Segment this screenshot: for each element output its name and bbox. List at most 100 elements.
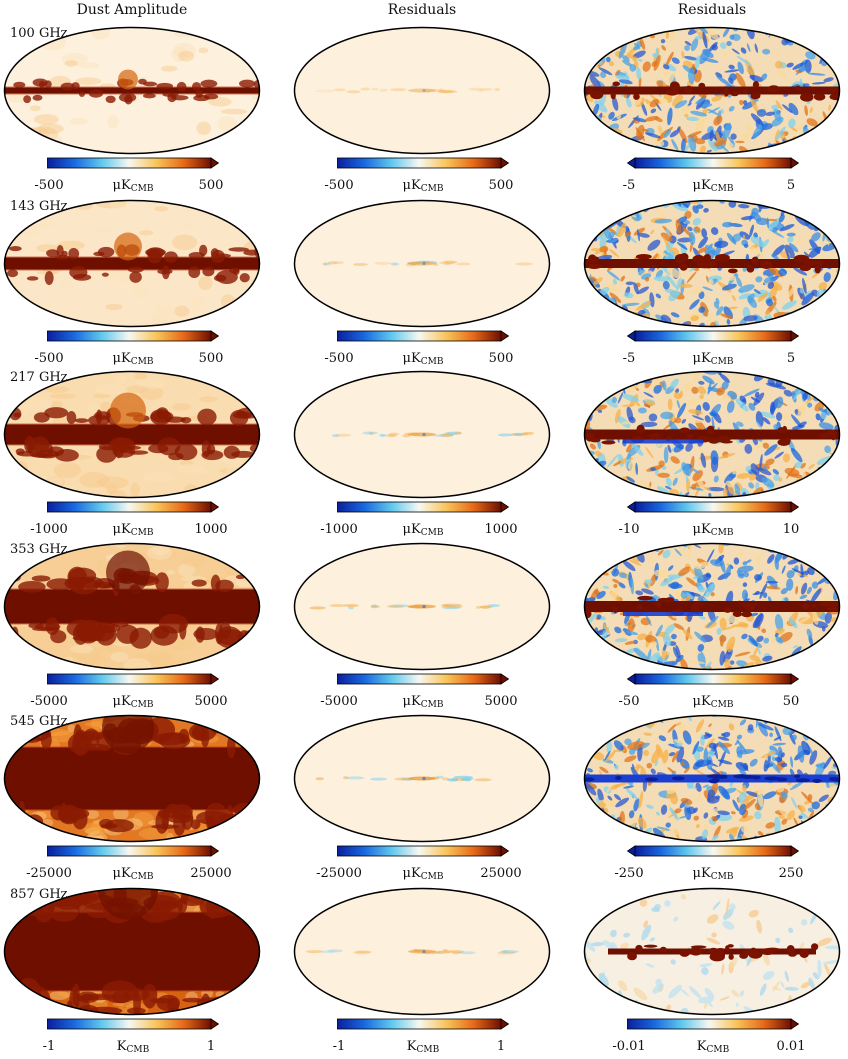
colorbar-unit-label: μKCMB (113, 177, 154, 198)
unit-subscript: CMB (130, 357, 154, 367)
colorbar-max-label: 500 (198, 178, 224, 193)
sky-map-row1-col2 (293, 26, 551, 155)
colorbar-unit-label: μKCMB (403, 350, 444, 371)
colorbar-min-label: -500 (324, 178, 354, 193)
sky-map-row6-col1 (3, 887, 261, 1016)
column-header-1: Dust Amplitude (76, 2, 188, 18)
colorbar-min-label: -5000 (320, 694, 358, 709)
sky-map-row4-col1 (3, 542, 261, 671)
colorbar-unit-label: KCMB (117, 1038, 149, 1059)
colorbar-row1-col3 (627, 157, 799, 169)
colorbar-max-label: 25000 (190, 866, 232, 881)
colorbar-min-label: -500 (34, 351, 64, 366)
colorbar-row6-col3 (627, 1018, 799, 1030)
unit-subscript: CMB (130, 700, 154, 710)
colorbar-unit-label: μKCMB (403, 865, 444, 886)
unit-symbol: μK (112, 178, 131, 193)
sky-map-row6-col2 (293, 887, 551, 1016)
colorbar-min-label: -25000 (26, 866, 72, 881)
colorbar-min-label: -500 (324, 351, 354, 366)
sky-map-row3-col2 (293, 370, 551, 499)
unit-subscript: CMB (130, 872, 154, 882)
unit-subscript: CMB (420, 872, 444, 882)
colorbar-row6-col2 (337, 1018, 509, 1030)
unit-subscript: CMB (710, 184, 734, 194)
unit-subscript: CMB (420, 528, 444, 538)
colorbar-max-label: 1 (496, 1039, 506, 1054)
colorbar-row5-col3 (627, 845, 799, 857)
colorbar-row3-col2 (337, 501, 509, 513)
colorbar-min-label: -5000 (30, 694, 68, 709)
colorbar-max-label: 10 (782, 522, 800, 537)
unit-symbol: μK (402, 351, 421, 366)
frequency-label: 143 GHz (10, 199, 68, 214)
sky-map-row5-col2 (293, 714, 551, 843)
sky-map-row2-col3 (583, 199, 841, 328)
unit-subscript: CMB (420, 184, 444, 194)
colorbar-row1-col2 (337, 157, 509, 169)
unit-subscript: CMB (420, 357, 444, 367)
unit-symbol: μK (112, 694, 131, 709)
unit-subscript: CMB (416, 1045, 440, 1055)
unit-symbol: μK (692, 178, 711, 193)
colorbar-min-label: -1000 (30, 522, 68, 537)
sky-map-row1-col1 (3, 26, 261, 155)
colorbar-unit-label: μKCMB (113, 350, 154, 371)
sky-map-row2-col1 (3, 199, 261, 328)
colorbar-max-label: 500 (488, 351, 514, 366)
colorbar-max-label: 5000 (484, 694, 518, 709)
unit-symbol: μK (692, 522, 711, 537)
colorbar-min-label: -500 (34, 178, 64, 193)
frequency-label: 100 GHz (10, 26, 68, 41)
colorbar-unit-label: μKCMB (693, 693, 734, 714)
unit-subscript: CMB (130, 528, 154, 538)
unit-subscript: CMB (710, 528, 734, 538)
colorbar-max-label: 250 (778, 866, 804, 881)
colorbar-unit-label: KCMB (697, 1038, 729, 1059)
sky-map-row1-col3 (583, 26, 841, 155)
sky-map-row6-col3 (583, 887, 841, 1016)
unit-symbol: K (696, 1039, 707, 1054)
unit-subscript: CMB (420, 700, 444, 710)
unit-symbol: μK (402, 866, 421, 881)
colorbar-max-label: 25000 (480, 866, 522, 881)
unit-symbol: μK (692, 866, 711, 881)
sky-map-row4-col2 (293, 542, 551, 671)
colorbar-min-label: -1 (42, 1039, 56, 1054)
colorbar-row4-col1 (47, 673, 219, 685)
colorbar-min-label: -5 (622, 351, 636, 366)
colorbar-max-label: 1 (206, 1039, 216, 1054)
unit-symbol: K (406, 1039, 417, 1054)
colorbar-row3-col3 (627, 501, 799, 513)
colorbar-row1-col1 (47, 157, 219, 169)
unit-subscript: CMB (126, 1045, 150, 1055)
colorbar-row5-col1 (47, 845, 219, 857)
unit-symbol: μK (112, 866, 131, 881)
unit-symbol: μK (402, 178, 421, 193)
unit-symbol: K (116, 1039, 127, 1054)
sky-map-row5-col1 (3, 714, 261, 843)
frequency-label: 545 GHz (10, 714, 68, 729)
colorbar-min-label: -25000 (316, 866, 362, 881)
sky-map-row3-col3 (583, 370, 841, 499)
colorbar-row3-col1 (47, 501, 219, 513)
colorbar-unit-label: μKCMB (693, 521, 734, 542)
column-header-3: Residuals (677, 2, 747, 18)
colorbar-max-label: 5 (786, 351, 796, 366)
colorbar-max-label: 5 (786, 178, 796, 193)
unit-subscript: CMB (710, 357, 734, 367)
colorbar-min-label: -1000 (320, 522, 358, 537)
unit-symbol: μK (112, 351, 131, 366)
colorbar-row2-col3 (627, 330, 799, 342)
colorbar-unit-label: μKCMB (113, 865, 154, 886)
colorbar-unit-label: μKCMB (693, 177, 734, 198)
colorbar-unit-label: μKCMB (693, 865, 734, 886)
colorbar-min-label: -250 (614, 866, 644, 881)
unit-symbol: μK (402, 694, 421, 709)
colorbar-min-label: -50 (618, 694, 640, 709)
colorbar-max-label: 1000 (484, 522, 518, 537)
colorbar-min-label: -5 (622, 178, 636, 193)
unit-subscript: CMB (710, 700, 734, 710)
colorbar-unit-label: μKCMB (403, 177, 444, 198)
colorbar-unit-label: KCMB (407, 1038, 439, 1059)
